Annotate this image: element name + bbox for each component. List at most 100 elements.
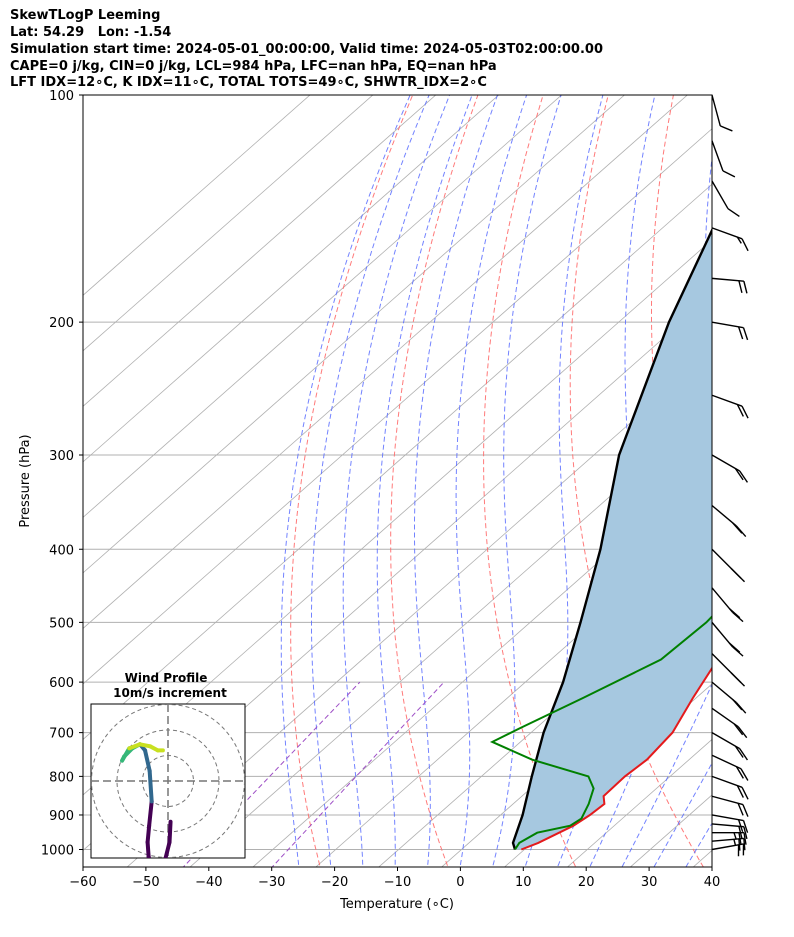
barb-flag [722,170,736,178]
chart-title-indices2: LFT IDX=12∘C, K IDX=11∘C, TOTAL TOTS=49∘… [10,75,487,90]
barb-flag [733,839,737,846]
barb-staff [711,814,744,822]
barb-flag [738,280,743,294]
barb-flag [739,748,749,761]
moist-adiabat [311,95,430,867]
barb-flag [727,208,740,217]
parcel-profile-line [511,227,712,850]
hodograph-segment [145,823,152,845]
barb-staff [711,681,737,704]
barb-flag [734,745,744,758]
isotherm-gridline [83,183,712,740]
isotherm-gridline [83,95,500,463]
barb-flag [735,702,747,714]
barb-staff [711,277,744,282]
moist-adiabat [376,95,473,867]
barb-staff [711,732,741,750]
wind-barb [711,814,749,833]
x-axis-label: Temperature (∘C) [339,897,454,912]
moist-adiabat [492,95,562,867]
barb-flag [732,646,744,657]
wind-barb [711,454,749,483]
wind-barb [711,837,746,851]
hodograph-segment [147,799,154,828]
barb-staff [711,707,739,728]
chart-title-times: Simulation start time: 2024-05-01_00:00:… [10,42,603,57]
isotherm-gridline [83,95,374,352]
barb-staff [711,795,744,806]
wind-barb [711,321,749,341]
y-tick-label: 100 [49,89,74,104]
wind-barb [711,681,747,714]
barb-flag [743,838,746,851]
isotherm-gridline [378,572,712,867]
barb-staff [711,548,736,573]
barb-flag [741,787,749,800]
y-tick-label: 400 [49,543,74,558]
hodograph-segment [145,840,151,858]
barb-flag [733,832,737,839]
moist-adiabat [280,95,411,867]
barb-staff [711,587,734,613]
wind-barb [711,823,748,840]
barb-staff [711,180,729,210]
barb-flag [728,608,741,619]
barb-flag [736,785,744,798]
barb-flag [734,468,744,481]
x-tick-label: −60 [69,875,96,890]
wind-barb [712,831,747,845]
barb-flag [741,405,749,419]
wind-barb [711,587,744,623]
wind-barb [711,754,749,781]
wind-barb [711,795,749,817]
moist-adiabat [342,95,451,867]
barb-flag [732,611,744,623]
hodograph-segment [147,768,154,804]
hodograph-subtitle: 10m/s increment [113,686,227,700]
cin-shaded-area [513,230,712,850]
moist-adiabat [414,95,499,867]
barb-staff [711,454,741,472]
barb-staff [711,754,742,770]
barb-flag [738,832,742,845]
barb-staff [711,140,724,172]
wind-barb [711,548,746,583]
barb-staff [711,775,743,788]
barb-flag [728,642,741,653]
wind-barb [711,653,746,687]
wind-barb [711,775,749,800]
barb-staff [711,621,734,648]
y-tick-label: 900 [49,809,74,824]
y-tick-label: 600 [49,676,74,691]
barb-flag [740,768,749,781]
moist-adiabat [621,683,712,867]
barb-staff [711,94,721,127]
hodograph-segment [143,748,152,773]
y-axis-label: Pressure (hPa) [18,434,33,527]
wind-barb [711,94,733,132]
chart-title-latlon: Lat: 54.29 Lon: -1.54 [10,25,172,40]
isotherm-gridline [83,128,712,685]
isotherm-gridline [83,95,688,629]
wind-barb [711,504,747,538]
hodograph-segment [120,746,132,763]
wind-barb [711,140,736,178]
barb-staff [711,504,737,527]
y-tick-label: 200 [49,316,74,331]
barb-staff [711,394,743,407]
x-tick-label: −40 [195,875,222,890]
barb-flag [737,802,744,816]
x-tick-label: 40 [704,875,721,890]
wind-barb [711,707,748,739]
y-tick-label: 500 [49,616,74,631]
isotherm-gridline [83,95,437,407]
barb-flag [736,236,742,244]
hodograph-segment [155,869,160,873]
barb-staff [711,823,744,828]
hodograph-plot [91,704,245,873]
data-layer [489,227,712,851]
barb-flag [736,404,744,417]
wind-barb [711,621,744,657]
barb-flag [732,522,743,534]
